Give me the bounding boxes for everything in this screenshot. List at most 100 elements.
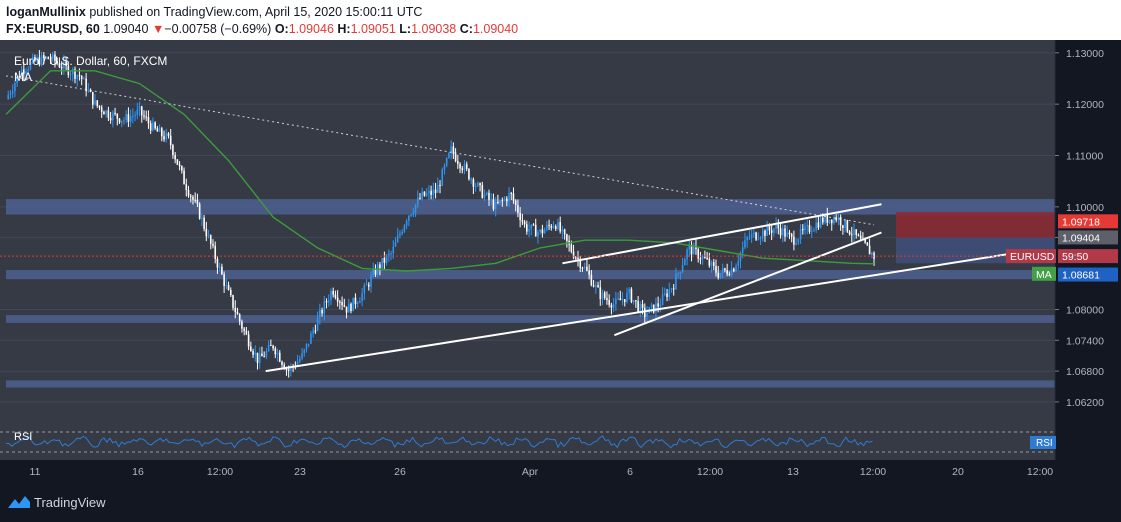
candle-body — [873, 252, 875, 259]
candle-body — [543, 229, 546, 234]
candle-body — [439, 185, 441, 187]
high-value: 1.09051 — [350, 22, 396, 36]
candle-body — [704, 256, 706, 258]
candle-body — [434, 189, 437, 193]
candle-body — [512, 193, 515, 201]
candle-body — [312, 330, 314, 334]
candle-body — [278, 352, 281, 362]
trend-lines[interactable] — [5, 75, 1016, 373]
candle-body — [795, 242, 797, 245]
candle-body — [603, 292, 606, 299]
price-tick-label: 1.08000 — [1066, 305, 1104, 317]
ma-legend: MA — [14, 70, 32, 84]
candle-body — [245, 330, 248, 335]
candle-body — [837, 217, 840, 221]
time-scale-ticks: 11 16 12:00 23 26 Apr 6 12:00 13 12:00 20 12:00 — [30, 466, 1054, 478]
candle-body — [350, 303, 352, 312]
candle-body — [147, 117, 150, 124]
candle-body — [501, 200, 504, 202]
candle-body — [688, 244, 691, 250]
candle-body — [203, 217, 205, 229]
candle-body — [855, 229, 858, 235]
zone-band — [6, 380, 1055, 388]
candle-body — [808, 225, 811, 232]
candle-body — [323, 301, 326, 314]
price-tag-label: 1.08681 — [1062, 270, 1100, 282]
price-tag-box — [1058, 267, 1118, 282]
candle-body — [681, 265, 684, 273]
candle-body — [595, 285, 597, 287]
candle-body — [421, 191, 424, 199]
candle-body — [612, 304, 615, 308]
trend-line — [614, 231, 882, 337]
candle-body — [87, 89, 90, 92]
price-tag-label: EURUSD — [1010, 251, 1055, 263]
low-value: 1.09038 — [411, 22, 457, 36]
price-tag-box — [1006, 249, 1056, 264]
candle-body — [806, 225, 809, 227]
candle-body — [445, 157, 448, 166]
candle-body — [287, 369, 290, 371]
candle-body — [334, 294, 337, 298]
candle-body — [178, 164, 181, 167]
candle-body — [120, 120, 123, 123]
trend-line — [265, 252, 1016, 373]
candle-body — [430, 190, 432, 195]
candle-body — [530, 224, 533, 229]
candle-body — [777, 224, 780, 229]
candle-body — [826, 214, 829, 223]
candle-body — [332, 291, 334, 295]
candle-body — [757, 239, 760, 241]
price-tick-label: 1.11000 — [1066, 151, 1103, 163]
candle-body — [232, 295, 234, 308]
candle-body — [18, 76, 21, 78]
candle-body — [372, 269, 375, 276]
candle-body — [550, 225, 553, 228]
low-label: L: — [399, 22, 412, 36]
candle-body — [216, 258, 219, 268]
candle-body — [630, 288, 633, 303]
candle-body — [775, 224, 777, 229]
candle-body — [352, 297, 355, 312]
candle-body — [63, 61, 65, 69]
candle-body — [579, 259, 582, 268]
price-chart[interactable]: 1.13000 1.12000 1.11000 1.10000 1.09404 1.080… — [0, 40, 1121, 480]
candle-body — [9, 93, 12, 95]
candle-body — [508, 192, 510, 202]
candle-body — [781, 228, 784, 236]
candle-body — [523, 221, 526, 225]
candle-body — [465, 164, 468, 169]
candle-body — [154, 122, 156, 129]
candle-body — [597, 285, 599, 288]
candle-body — [192, 196, 194, 200]
candle-body — [505, 198, 508, 202]
candle-body — [497, 201, 499, 203]
candle-body — [276, 352, 279, 355]
candle-body — [755, 232, 757, 240]
candle-body — [606, 298, 608, 301]
candle-body — [7, 94, 10, 100]
candle-body — [764, 230, 766, 236]
candle-body — [256, 352, 259, 364]
candle-body — [345, 306, 348, 313]
candle-body — [305, 343, 308, 350]
candle-body — [468, 168, 470, 180]
candle-body — [392, 246, 395, 254]
candle-body — [637, 301, 639, 312]
time-scale[interactable] — [0, 460, 1121, 480]
candle-body — [285, 369, 288, 371]
candle-body — [51, 54, 54, 59]
author-name[interactable]: loganMullinix — [6, 5, 86, 19]
candle-body — [107, 110, 110, 118]
candle-body — [396, 235, 399, 242]
candle-body — [209, 235, 212, 244]
candle-body — [563, 229, 566, 235]
close-label: C: — [459, 22, 473, 36]
candle-body — [548, 224, 550, 226]
candle-body — [554, 226, 557, 229]
candle-body — [385, 255, 388, 263]
candle-body — [610, 304, 613, 308]
candle-body — [503, 198, 506, 201]
candle-body — [71, 69, 74, 75]
candle-body — [517, 204, 519, 214]
